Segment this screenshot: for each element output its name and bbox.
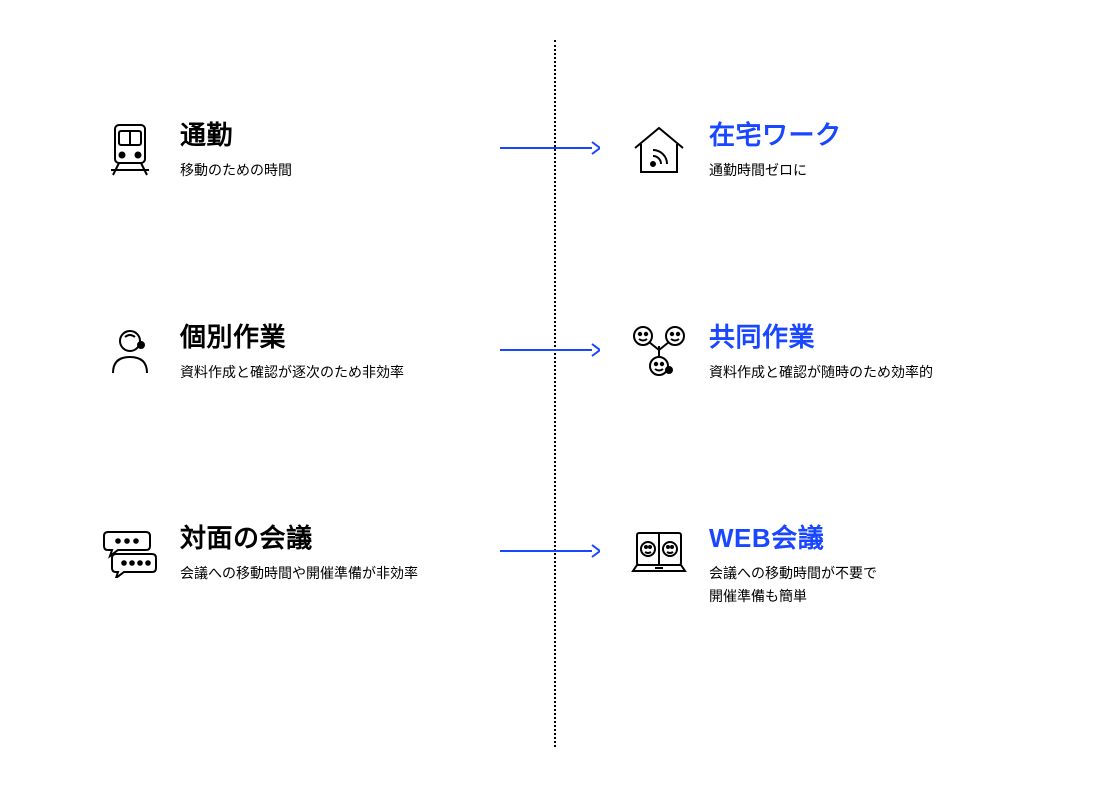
left-title: 個別作業 (180, 322, 480, 353)
right-cell: WEB会議 会議への移動時間が不要で 開催準備も簡単 (629, 523, 1009, 607)
group-faces-icon (629, 322, 689, 382)
left-title: 通勤 (180, 120, 480, 151)
comparison-row: 個別作業 資料作成と確認が逐次のため非効率 (100, 322, 1009, 384)
left-text: 通勤 移動のための時間 (180, 120, 480, 182)
comparison-row: 通勤 移動のための時間 在宅ワーク 通勤時間ゼ (100, 120, 1009, 182)
person-icon (100, 322, 160, 382)
right-subtitle: 会議への移動時間が不要で 開催準備も簡単 (709, 562, 1009, 607)
left-subtitle: 会議への移動時間や開催準備が非効率 (180, 562, 480, 584)
right-title: 共同作業 (709, 322, 1009, 353)
right-text: WEB会議 会議への移動時間が不要で 開催準備も簡単 (709, 523, 1009, 607)
right-subtitle: 通勤時間ゼロに (709, 159, 1009, 181)
speech-bubbles-icon (100, 523, 160, 583)
left-subtitle: 資料作成と確認が逐次のため非効率 (180, 361, 480, 383)
home-wifi-icon (629, 120, 689, 180)
arrow-icon (500, 340, 600, 360)
right-text: 在宅ワーク 通勤時間ゼロに (709, 120, 1009, 182)
left-subtitle: 移動のための時間 (180, 159, 480, 181)
train-icon (100, 120, 160, 180)
comparison-diagram: 通勤 移動のための時間 在宅ワーク 通勤時間ゼ (100, 120, 1009, 667)
left-cell: 通勤 移動のための時間 (100, 120, 480, 182)
right-title: 在宅ワーク (709, 120, 1009, 151)
laptop-meeting-icon (629, 523, 689, 583)
right-subtitle: 資料作成と確認が随時のため効率的 (709, 361, 1009, 383)
left-text: 対面の会議 会議への移動時間や開催準備が非効率 (180, 523, 480, 585)
right-text: 共同作業 資料作成と確認が随時のため効率的 (709, 322, 1009, 384)
arrow-icon (500, 541, 600, 561)
left-cell: 個別作業 資料作成と確認が逐次のため非効率 (100, 322, 480, 384)
right-cell: 在宅ワーク 通勤時間ゼロに (629, 120, 1009, 182)
left-cell: 対面の会議 会議への移動時間や開催準備が非効率 (100, 523, 480, 585)
comparison-row: 対面の会議 会議への移動時間や開催準備が非効率 (100, 523, 1009, 607)
right-title: WEB会議 (709, 523, 1009, 554)
arrow-icon (500, 138, 600, 158)
left-title: 対面の会議 (180, 523, 480, 554)
right-cell: 共同作業 資料作成と確認が随時のため効率的 (629, 322, 1009, 384)
left-text: 個別作業 資料作成と確認が逐次のため非効率 (180, 322, 480, 384)
